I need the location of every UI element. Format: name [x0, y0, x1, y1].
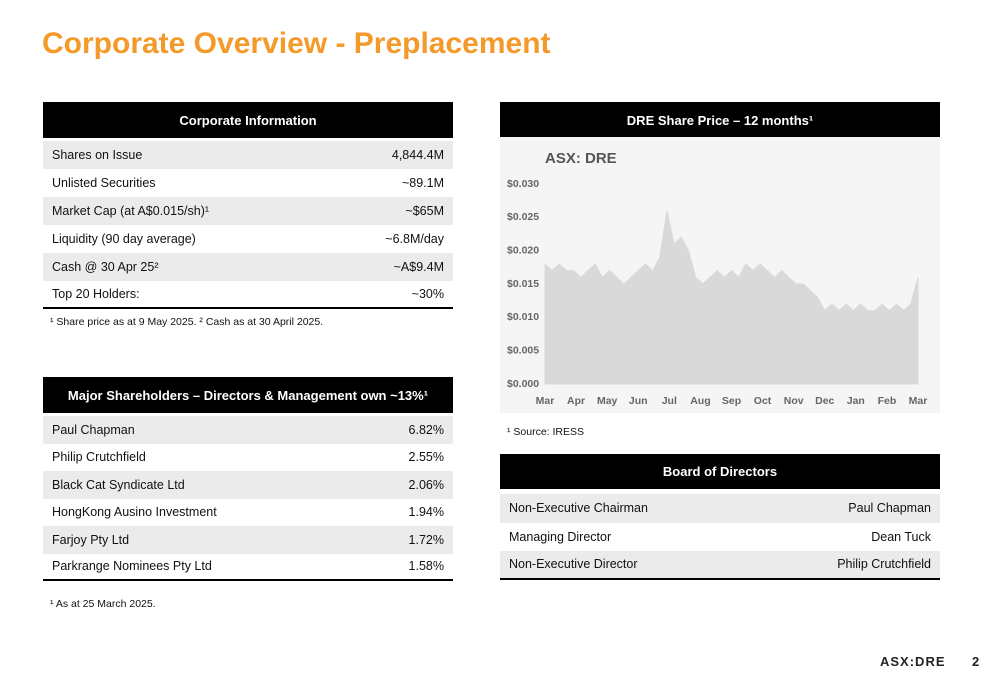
cell-value: Philip Crutchfield: [837, 557, 931, 572]
y-tick-label: $0.015: [507, 278, 539, 290]
cell-label: Non-Executive Director: [509, 557, 638, 572]
cell-value: ~$65M: [405, 204, 444, 218]
table-header: Board of Directors: [500, 454, 940, 489]
footer-ticker: ASX:DRE: [880, 654, 946, 669]
y-tick-label: $0.025: [507, 211, 539, 223]
cell-label: Paul Chapman: [52, 422, 135, 437]
cell-label: Liquidity (90 day average): [52, 232, 196, 246]
cell-label: Philip Crutchfield: [52, 450, 146, 465]
cell-label: Shares on Issue: [52, 148, 143, 162]
x-tick-label: Jul: [662, 395, 677, 407]
x-tick-label: Dec: [815, 395, 834, 407]
cell-value: 1.94%: [408, 505, 444, 520]
chart-header: DRE Share Price – 12 months¹: [500, 102, 940, 138]
table-row: Unlisted Securities ~89.1M: [43, 169, 453, 197]
cell-label: Unlisted Securities: [52, 176, 156, 190]
y-tick-label: $0.030: [507, 178, 539, 190]
table-row: Managing Director Dean Tuck: [500, 523, 940, 552]
table-row: Paul Chapman 6.82%: [43, 416, 453, 444]
cell-value: ~6.8M/day: [385, 232, 444, 246]
table-row: Market Cap (at A$0.015/sh)¹ ~$65M: [43, 197, 453, 225]
cell-label: Black Cat Syndicate Ltd: [52, 477, 185, 492]
cell-label: Managing Director: [509, 529, 612, 544]
cell-label: Top 20 Holders:: [52, 287, 140, 301]
x-tick-label: Jun: [629, 395, 648, 407]
cell-label: Market Cap (at A$0.015/sh)¹: [52, 204, 210, 218]
cell-value: 6.82%: [408, 422, 444, 437]
x-tick-label: Jan: [847, 395, 865, 407]
table-row: Philip Crutchfield 2.55%: [43, 444, 453, 472]
cell-value: 4,844.4M: [391, 148, 444, 162]
x-tick-label: Sep: [722, 395, 741, 407]
price-area: [544, 210, 919, 385]
table-row: HongKong Ausino Investment 1.94%: [43, 499, 453, 527]
table-header: Corporate Information: [43, 102, 453, 138]
cell-label: Non-Executive Chairman: [509, 501, 648, 516]
table-row: Cash @ 30 Apr 25² ~A$9.4M: [43, 253, 453, 281]
cell-value: 1.58%: [408, 559, 444, 574]
table-row: Liquidity (90 day average) ~6.8M/day: [43, 225, 453, 253]
x-tick-label: Mar: [536, 395, 555, 407]
cell-value: Paul Chapman: [848, 501, 931, 516]
table-row: Farjoy Pty Ltd 1.72%: [43, 526, 453, 554]
table-row: Shares on Issue 4,844.4M: [43, 141, 453, 169]
x-tick-label: Feb: [878, 395, 897, 407]
y-tick-label: $0.000: [507, 378, 539, 390]
slide-title: Corporate Overview - Preplacement: [42, 27, 551, 60]
shareholders-table: Paul Chapman 6.82% Philip Crutchfield 2.55%…: [43, 416, 453, 581]
y-tick-label: $0.010: [507, 311, 539, 323]
page-number: 2: [972, 654, 980, 669]
cell-value: ~30%: [411, 287, 444, 301]
cell-value: 1.72%: [408, 532, 444, 547]
table-row: Black Cat Syndicate Ltd 2.06%: [43, 471, 453, 499]
table-row: Top 20 Holders: ~30%: [43, 281, 453, 309]
table-row: Non-Executive Chairman Paul Chapman: [500, 494, 940, 523]
cell-value: 2.55%: [408, 450, 444, 465]
y-tick-label: $0.020: [507, 244, 539, 256]
cell-value: Dean Tuck: [871, 529, 931, 544]
board-table: Non-Executive Chairman Paul Chapman Managi…: [500, 494, 940, 580]
cell-value: ~A$9.4M: [393, 260, 444, 274]
chart-title: ASX: DRE: [545, 150, 617, 167]
x-tick-label: Aug: [690, 395, 710, 407]
cell-label: Farjoy Pty Ltd: [52, 532, 130, 547]
table-header: Major Shareholders – Directors & Managem…: [43, 377, 453, 413]
x-tick-label: May: [597, 395, 618, 407]
cell-label: Cash @ 30 Apr 25²: [52, 260, 159, 274]
share-price-chart: ASX: DRE $0.000 $0.005 $0.010 $0.015 $0.020 $…: [500, 137, 940, 413]
footnote: ¹ Share price as at 9 May 2025. ² Cash a…: [50, 316, 324, 328]
x-tick-label: Apr: [567, 395, 585, 407]
y-tick-label: $0.005: [507, 344, 539, 356]
footnote: ¹ Source: IRESS: [507, 426, 585, 438]
cell-value: 2.06%: [408, 477, 444, 492]
x-tick-label: Oct: [754, 395, 772, 407]
x-tick-label: Nov: [784, 395, 804, 407]
table-row: Parkrange Nominees Pty Ltd 1.58%: [43, 554, 453, 581]
table-row: Non-Executive Director Philip Crutchfield: [500, 551, 940, 580]
footnote: ¹ As at 25 March 2025.: [50, 598, 156, 610]
cell-value: ~89.1M: [401, 176, 444, 190]
cell-label: HongKong Ausino Investment: [52, 505, 217, 520]
cell-label: Parkrange Nominees Pty Ltd: [52, 559, 212, 574]
x-tick-label: Mar: [909, 395, 928, 407]
corporate-table: Shares on Issue 4,844.4M Unlisted Securiti…: [43, 141, 453, 309]
